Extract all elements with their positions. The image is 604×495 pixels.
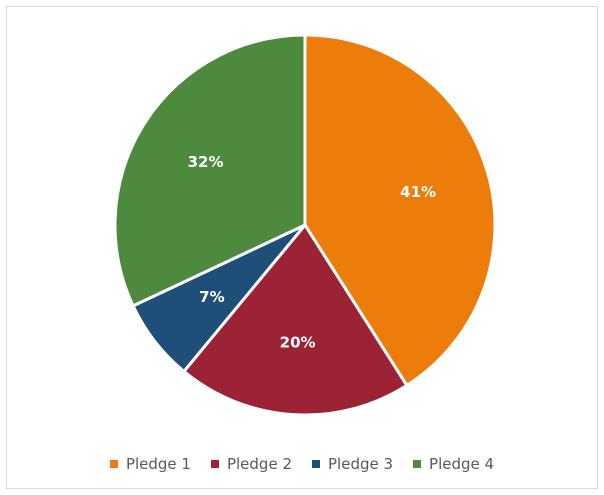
legend-swatch-pledge-3 — [312, 460, 320, 468]
legend-item-pledge-2: Pledge 2 — [210, 455, 292, 473]
legend-swatch-pledge-1 — [109, 460, 118, 468]
slice-label-pledge-1: 41% — [400, 183, 436, 201]
slice-pledge-2 — [182, 223, 409, 417]
legend-item-pledge-4: Pledge 4 — [413, 455, 494, 473]
legend-label-pledge-4: Pledge 4 — [429, 455, 495, 473]
legend-swatch-pledge-4 — [413, 460, 422, 468]
slice-label-pledge-3: 7% — [199, 288, 224, 306]
legend: Pledge 1 Pledge 2 Pledge 3 Pledge 4 — [0, 452, 604, 476]
legend-label-pledge-3: Pledge 3 — [328, 455, 394, 473]
legend-item-pledge-1: Pledge 1 — [109, 455, 191, 473]
legend-label-pledge-1: Pledge 1 — [125, 455, 191, 473]
legend-item-pledge-3: Pledge 3 — [312, 455, 393, 473]
legend-label-pledge-2: Pledge 2 — [226, 455, 292, 473]
slice-label-pledge-2: 20% — [280, 334, 316, 352]
slice-label-pledge-4: 32% — [188, 153, 224, 171]
slice-pledge-4 — [113, 33, 307, 308]
legend-swatch-pledge-2 — [210, 460, 219, 468]
